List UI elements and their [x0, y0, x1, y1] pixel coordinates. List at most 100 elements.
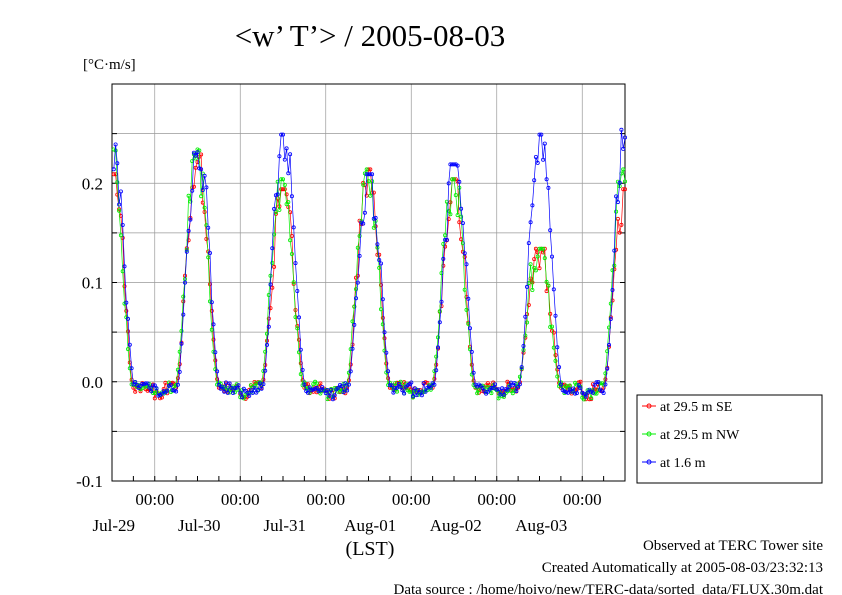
data-point: [195, 160, 200, 165]
data-point: [544, 279, 549, 284]
data-point: [621, 146, 626, 151]
data-point: [298, 361, 303, 366]
data-point: [266, 324, 271, 329]
y-tick-label: -0.1: [76, 472, 103, 491]
data-point: [507, 384, 512, 389]
data-point: [437, 309, 442, 314]
data-point: [610, 268, 615, 273]
x-tick-time-label: 00:00: [135, 490, 174, 509]
data-point: [464, 307, 469, 312]
data-point: [300, 383, 305, 388]
data-point: [434, 368, 439, 373]
data-point: [368, 172, 373, 177]
data-point: [296, 337, 301, 342]
data-point: [248, 388, 253, 393]
data-point: [494, 387, 499, 392]
data-point: [113, 142, 118, 147]
data-point: [115, 180, 120, 185]
data-point: [476, 387, 481, 392]
data-point: [517, 374, 522, 379]
data-point: [320, 385, 325, 390]
data-point: [311, 387, 316, 392]
data-point: [590, 390, 595, 395]
data-point: [553, 313, 558, 318]
data-point: [295, 326, 300, 331]
data-point: [377, 252, 382, 257]
data-point: [215, 369, 220, 374]
data-point: [498, 392, 503, 397]
data-point: [544, 177, 549, 182]
data-point: [261, 382, 266, 387]
data-point: [168, 382, 173, 387]
data-point: [590, 382, 595, 387]
data-point: [275, 179, 280, 184]
data-point: [451, 177, 456, 182]
data-point: [555, 345, 560, 350]
data-point: [523, 314, 528, 319]
data-point: [364, 193, 369, 198]
data-point: [209, 308, 214, 313]
data-point: [542, 141, 547, 146]
data-point: [239, 395, 244, 400]
data-point: [444, 237, 449, 242]
data-point: [229, 385, 234, 390]
data-point: [551, 287, 556, 292]
data-point: [394, 385, 399, 390]
data-point: [469, 349, 474, 354]
data-point: [553, 358, 558, 363]
data-point: [280, 132, 285, 137]
data-point: [550, 254, 555, 259]
data-point: [291, 280, 296, 285]
x-tick-time-label: 00:00: [392, 490, 431, 509]
data-point: [211, 322, 216, 327]
data-point: [389, 383, 394, 388]
data-point: [542, 256, 547, 261]
y-tick-label: 0.0: [82, 373, 103, 392]
data-point: [280, 177, 285, 182]
data-point: [343, 381, 348, 386]
data-point: [348, 362, 353, 367]
data-point: [594, 391, 599, 396]
data-point: [122, 284, 127, 289]
data-point: [163, 380, 168, 385]
data-point: [193, 165, 198, 170]
data-point: [386, 369, 391, 374]
data-point: [150, 383, 155, 388]
data-point: [496, 396, 501, 401]
footer-observed: Observed at TERC Tower site: [643, 538, 823, 554]
data-point: [608, 301, 613, 306]
data-point: [612, 263, 617, 268]
data-point: [528, 220, 533, 225]
data-point: [469, 362, 474, 367]
data-point: [289, 194, 294, 199]
data-point: [232, 386, 237, 391]
data-point: [159, 391, 164, 396]
data-point: [378, 282, 383, 287]
data-point: [558, 382, 563, 387]
data-point: [264, 331, 269, 336]
data-point: [583, 394, 588, 399]
data-point: [460, 241, 465, 246]
data-point: [336, 385, 341, 390]
data-point: [293, 261, 298, 266]
data-point: [623, 179, 628, 184]
data-point: [394, 389, 399, 394]
data-point: [134, 382, 139, 387]
data-point: [268, 306, 273, 311]
data-point: [318, 381, 323, 386]
data-point: [619, 127, 624, 132]
data-point: [346, 382, 351, 387]
data-point: [289, 233, 294, 238]
data-point: [391, 390, 396, 395]
data-point: [380, 297, 385, 302]
data-point: [117, 202, 122, 207]
data-point: [623, 135, 628, 140]
data-point: [368, 193, 373, 198]
data-point: [533, 154, 538, 159]
data-point: [284, 192, 289, 197]
footer-source: Data source : /home/hoivo/new/TERC-data/…: [394, 582, 824, 595]
data-point: [466, 296, 471, 301]
data-point: [353, 296, 358, 301]
data-point: [216, 382, 221, 387]
data-point: [550, 324, 555, 329]
